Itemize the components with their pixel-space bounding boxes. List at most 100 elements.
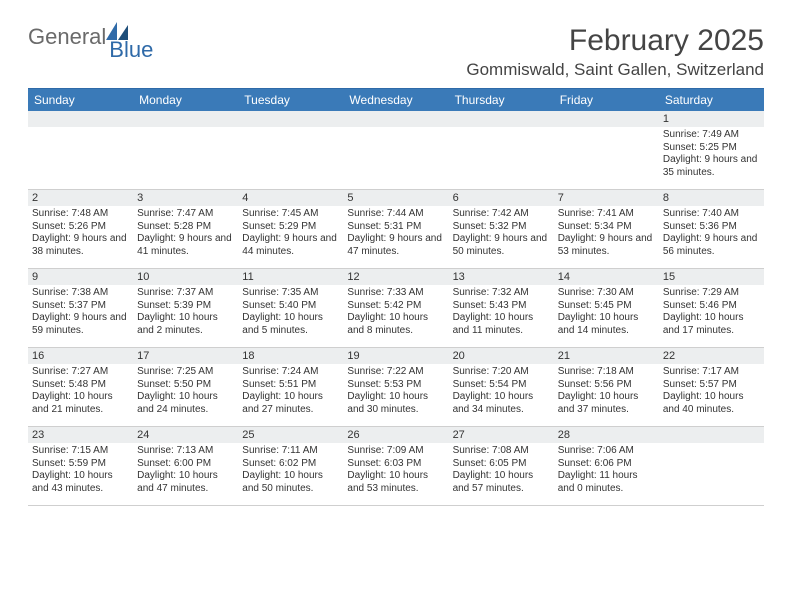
sunset-text: Sunset: 5:28 PM <box>137 221 234 234</box>
sunset-text: Sunset: 5:45 PM <box>558 300 655 313</box>
day-details: Sunrise: 7:18 AMSunset: 5:56 PMDaylight:… <box>554 364 659 422</box>
daylight-text: Daylight: 10 hours and 8 minutes. <box>347 312 444 337</box>
daylight-text: Daylight: 9 hours and 44 minutes. <box>242 233 339 258</box>
day-number <box>28 111 133 127</box>
sunrise-text: Sunrise: 7:32 AM <box>453 287 550 300</box>
daylight-text: Daylight: 10 hours and 34 minutes. <box>453 391 550 416</box>
day-details: Sunrise: 7:27 AMSunset: 5:48 PMDaylight:… <box>28 364 133 422</box>
sunset-text: Sunset: 5:59 PM <box>32 458 129 471</box>
day-cell: 2Sunrise: 7:48 AMSunset: 5:26 PMDaylight… <box>28 190 133 268</box>
sunrise-text: Sunrise: 7:09 AM <box>347 445 444 458</box>
day-number: 2 <box>28 190 133 206</box>
day-details: Sunrise: 7:09 AMSunset: 6:03 PMDaylight:… <box>343 443 448 501</box>
day-number: 11 <box>238 269 343 285</box>
daylight-text: Daylight: 10 hours and 11 minutes. <box>453 312 550 337</box>
sunrise-text: Sunrise: 7:45 AM <box>242 208 339 221</box>
day-details: Sunrise: 7:37 AMSunset: 5:39 PMDaylight:… <box>133 285 238 343</box>
sunset-text: Sunset: 5:53 PM <box>347 379 444 392</box>
sunrise-text: Sunrise: 7:22 AM <box>347 366 444 379</box>
sunrise-text: Sunrise: 7:20 AM <box>453 366 550 379</box>
day-cell: 28Sunrise: 7:06 AMSunset: 6:06 PMDayligh… <box>554 427 659 505</box>
daylight-text: Daylight: 9 hours and 56 minutes. <box>663 233 760 258</box>
day-number: 28 <box>554 427 659 443</box>
week-row: 16Sunrise: 7:27 AMSunset: 5:48 PMDayligh… <box>28 348 764 427</box>
day-details: Sunrise: 7:17 AMSunset: 5:57 PMDaylight:… <box>659 364 764 422</box>
day-details: Sunrise: 7:06 AMSunset: 6:06 PMDaylight:… <box>554 443 659 501</box>
sunrise-text: Sunrise: 7:38 AM <box>32 287 129 300</box>
sunset-text: Sunset: 5:25 PM <box>663 142 760 155</box>
sunrise-text: Sunrise: 7:13 AM <box>137 445 234 458</box>
day-number: 27 <box>449 427 554 443</box>
day-number: 4 <box>238 190 343 206</box>
day-details <box>659 443 764 451</box>
day-details: Sunrise: 7:41 AMSunset: 5:34 PMDaylight:… <box>554 206 659 264</box>
sunrise-text: Sunrise: 7:18 AM <box>558 366 655 379</box>
daylight-text: Daylight: 10 hours and 17 minutes. <box>663 312 760 337</box>
sunset-text: Sunset: 6:05 PM <box>453 458 550 471</box>
sunset-text: Sunset: 5:29 PM <box>242 221 339 234</box>
weeks-container: 1Sunrise: 7:49 AMSunset: 5:25 PMDaylight… <box>28 111 764 506</box>
daylight-text: Daylight: 10 hours and 24 minutes. <box>137 391 234 416</box>
calendar-page: General Blue February 2025 Gommiswald, S… <box>0 0 792 506</box>
empty-day-cell <box>28 111 133 189</box>
sunrise-text: Sunrise: 7:41 AM <box>558 208 655 221</box>
day-cell: 7Sunrise: 7:41 AMSunset: 5:34 PMDaylight… <box>554 190 659 268</box>
weekday-saturday: Saturday <box>659 89 764 111</box>
day-cell: 13Sunrise: 7:32 AMSunset: 5:43 PMDayligh… <box>449 269 554 347</box>
sunset-text: Sunset: 5:46 PM <box>663 300 760 313</box>
daylight-text: Daylight: 9 hours and 53 minutes. <box>558 233 655 258</box>
day-number: 26 <box>343 427 448 443</box>
day-details: Sunrise: 7:22 AMSunset: 5:53 PMDaylight:… <box>343 364 448 422</box>
sunset-text: Sunset: 6:03 PM <box>347 458 444 471</box>
day-cell: 19Sunrise: 7:22 AMSunset: 5:53 PMDayligh… <box>343 348 448 426</box>
daylight-text: Daylight: 9 hours and 35 minutes. <box>663 154 760 179</box>
sunrise-text: Sunrise: 7:30 AM <box>558 287 655 300</box>
day-number: 8 <box>659 190 764 206</box>
day-cell: 25Sunrise: 7:11 AMSunset: 6:02 PMDayligh… <box>238 427 343 505</box>
sunrise-text: Sunrise: 7:44 AM <box>347 208 444 221</box>
sunset-text: Sunset: 5:43 PM <box>453 300 550 313</box>
day-number: 1 <box>659 111 764 127</box>
day-cell: 11Sunrise: 7:35 AMSunset: 5:40 PMDayligh… <box>238 269 343 347</box>
sunrise-text: Sunrise: 7:24 AM <box>242 366 339 379</box>
day-details: Sunrise: 7:44 AMSunset: 5:31 PMDaylight:… <box>343 206 448 264</box>
day-number: 22 <box>659 348 764 364</box>
day-number: 18 <box>238 348 343 364</box>
sunrise-text: Sunrise: 7:17 AM <box>663 366 760 379</box>
empty-day-cell <box>343 111 448 189</box>
day-cell: 10Sunrise: 7:37 AMSunset: 5:39 PMDayligh… <box>133 269 238 347</box>
empty-day-cell <box>659 427 764 505</box>
daylight-text: Daylight: 10 hours and 50 minutes. <box>242 470 339 495</box>
daylight-text: Daylight: 10 hours and 21 minutes. <box>32 391 129 416</box>
day-number: 23 <box>28 427 133 443</box>
sunrise-text: Sunrise: 7:42 AM <box>453 208 550 221</box>
empty-day-cell <box>133 111 238 189</box>
daylight-text: Daylight: 10 hours and 30 minutes. <box>347 391 444 416</box>
day-details: Sunrise: 7:35 AMSunset: 5:40 PMDaylight:… <box>238 285 343 343</box>
daylight-text: Daylight: 10 hours and 43 minutes. <box>32 470 129 495</box>
sunrise-text: Sunrise: 7:06 AM <box>558 445 655 458</box>
sunrise-text: Sunrise: 7:25 AM <box>137 366 234 379</box>
day-details: Sunrise: 7:45 AMSunset: 5:29 PMDaylight:… <box>238 206 343 264</box>
day-number <box>659 427 764 443</box>
daylight-text: Daylight: 9 hours and 38 minutes. <box>32 233 129 258</box>
daylight-text: Daylight: 10 hours and 5 minutes. <box>242 312 339 337</box>
day-number: 10 <box>133 269 238 285</box>
daylight-text: Daylight: 9 hours and 50 minutes. <box>453 233 550 258</box>
day-number: 19 <box>343 348 448 364</box>
sunrise-text: Sunrise: 7:08 AM <box>453 445 550 458</box>
empty-day-cell <box>449 111 554 189</box>
day-number: 9 <box>28 269 133 285</box>
day-details: Sunrise: 7:48 AMSunset: 5:26 PMDaylight:… <box>28 206 133 264</box>
day-cell: 23Sunrise: 7:15 AMSunset: 5:59 PMDayligh… <box>28 427 133 505</box>
sunset-text: Sunset: 5:48 PM <box>32 379 129 392</box>
sunrise-text: Sunrise: 7:11 AM <box>242 445 339 458</box>
logo-sail-icon <box>106 20 128 38</box>
day-number: 15 <box>659 269 764 285</box>
daylight-text: Daylight: 11 hours and 0 minutes. <box>558 470 655 495</box>
day-cell: 5Sunrise: 7:44 AMSunset: 5:31 PMDaylight… <box>343 190 448 268</box>
day-cell: 8Sunrise: 7:40 AMSunset: 5:36 PMDaylight… <box>659 190 764 268</box>
week-row: 23Sunrise: 7:15 AMSunset: 5:59 PMDayligh… <box>28 427 764 506</box>
calendar-grid: Sunday Monday Tuesday Wednesday Thursday… <box>28 89 764 506</box>
sunrise-text: Sunrise: 7:49 AM <box>663 129 760 142</box>
